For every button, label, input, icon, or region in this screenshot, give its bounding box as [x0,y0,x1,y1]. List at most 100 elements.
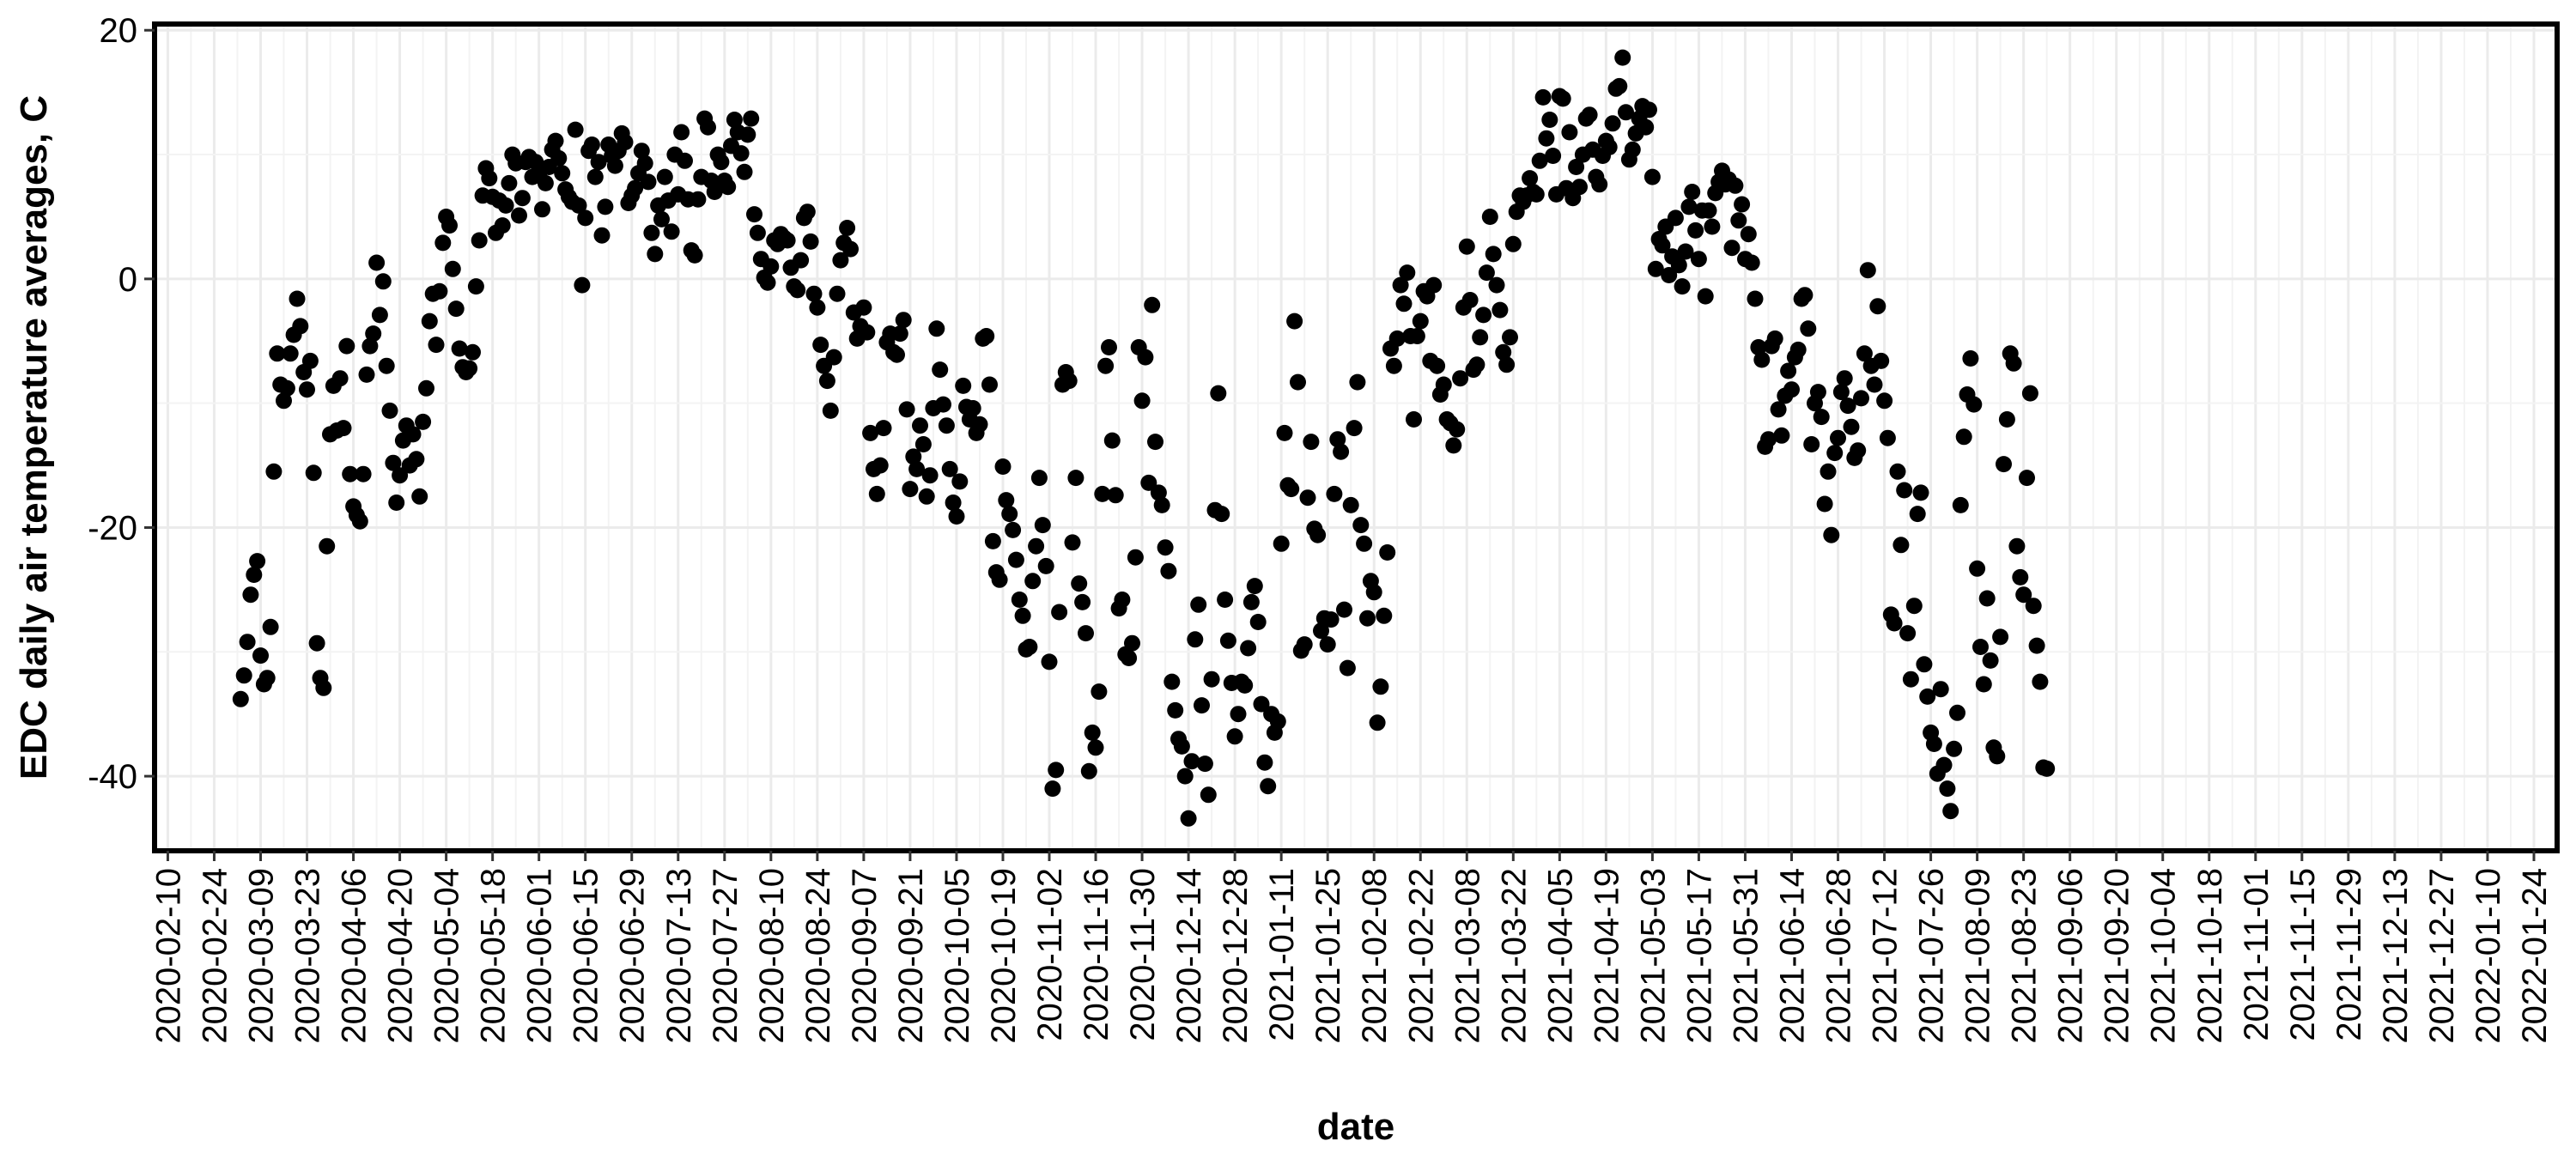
data-point [593,227,611,244]
x-tick-label: 2020-12-14 [1170,868,1208,1044]
data-point [1740,226,1757,243]
data-point [1163,673,1181,690]
data-point [1071,575,1088,592]
data-point [809,299,826,316]
data-point [802,233,819,250]
data-point [1830,429,1846,446]
y-tick-label: 20 [100,12,138,50]
data-point [1522,170,1539,187]
data-point [1816,495,1833,513]
data-point [793,252,810,269]
data-point [408,451,425,468]
data-point [1392,276,1409,294]
x-tick-label: 2020-11-02 [1031,868,1069,1041]
data-point [1538,130,1555,147]
data-point [726,112,743,128]
data-point [1190,596,1207,613]
x-tick-label: 2021-06-14 [1773,868,1811,1044]
x-tick-label: 2020-04-06 [336,868,374,1044]
data-point [1481,209,1498,225]
data-point [1196,755,1213,773]
data-point [1723,240,1741,257]
data-point [1226,728,1243,745]
data-point [1750,339,1767,355]
data-point [2019,470,2035,487]
y-tick-label: -40 [88,758,137,796]
data-point [1425,276,1443,294]
data-point [1528,185,1545,203]
data-point [1873,352,1890,369]
data-point [269,345,286,362]
data-point [278,379,295,397]
x-tick-label: 2021-03-08 [1449,868,1486,1044]
data-point [411,488,428,505]
data-point [252,647,269,664]
data-point [461,360,478,377]
data-point [355,465,372,482]
data-point [842,240,859,258]
data-point [829,285,846,302]
data-point [501,174,518,191]
data-point [812,337,829,354]
data-point [1581,106,1598,124]
x-tick-label: 2021-05-17 [1680,868,1718,1044]
data-point [494,217,511,234]
data-point [921,467,939,484]
data-point [404,426,422,443]
x-tick-label: 2021-12-13 [2377,868,2415,1044]
data-point [1743,254,1760,271]
data-point [1021,639,1038,655]
data-point [1103,432,1121,449]
data-point [1637,118,1655,136]
data-point [1326,485,1343,502]
data-point [232,690,249,707]
data-point [1680,198,1698,215]
x-tick-label: 2021-03-22 [1495,868,1533,1044]
x-tick-label: 2020-04-20 [382,868,420,1044]
data-point [1853,390,1869,407]
data-point [1601,138,1618,155]
data-point [984,532,1001,549]
x-tick-label: 2020-06-15 [568,868,605,1044]
data-point [418,379,434,397]
data-point [1339,659,1356,677]
data-point [805,285,823,302]
data-point [914,436,932,452]
x-tick-label: 2021-12-27 [2423,868,2461,1044]
data-point [1876,392,1893,410]
data-point [1780,362,1797,379]
data-point [1194,697,1210,714]
data-point [570,197,587,214]
data-point [955,377,972,394]
data-point [385,454,402,471]
data-point [1916,656,1933,673]
data-point [1789,341,1807,358]
data-point [640,173,657,191]
data-point [677,152,693,169]
x-tick-label: 2020-08-24 [799,868,837,1044]
data-point [583,137,600,153]
data-point [1932,681,1949,698]
data-point [1700,202,1717,219]
data-point [1322,611,1340,628]
data-point [1097,357,1115,374]
data-point [1925,736,1942,752]
data-point [1346,420,1363,437]
data-point [1965,396,1983,413]
data-point [242,586,259,604]
data-point [537,174,554,191]
data-point [1568,159,1585,175]
data-point [889,346,905,363]
data-point [1173,737,1190,755]
data-point [262,618,279,635]
data-point [1826,445,1844,462]
data-point [249,553,266,570]
data-point [1866,376,1883,393]
data-point [1561,124,1578,141]
data-point [1641,101,1657,118]
data-point [1949,704,1965,721]
x-tick-label: 2021-02-22 [1402,868,1440,1044]
data-point [1303,434,1320,451]
data-point [1783,381,1800,398]
data-point [1989,748,2006,765]
